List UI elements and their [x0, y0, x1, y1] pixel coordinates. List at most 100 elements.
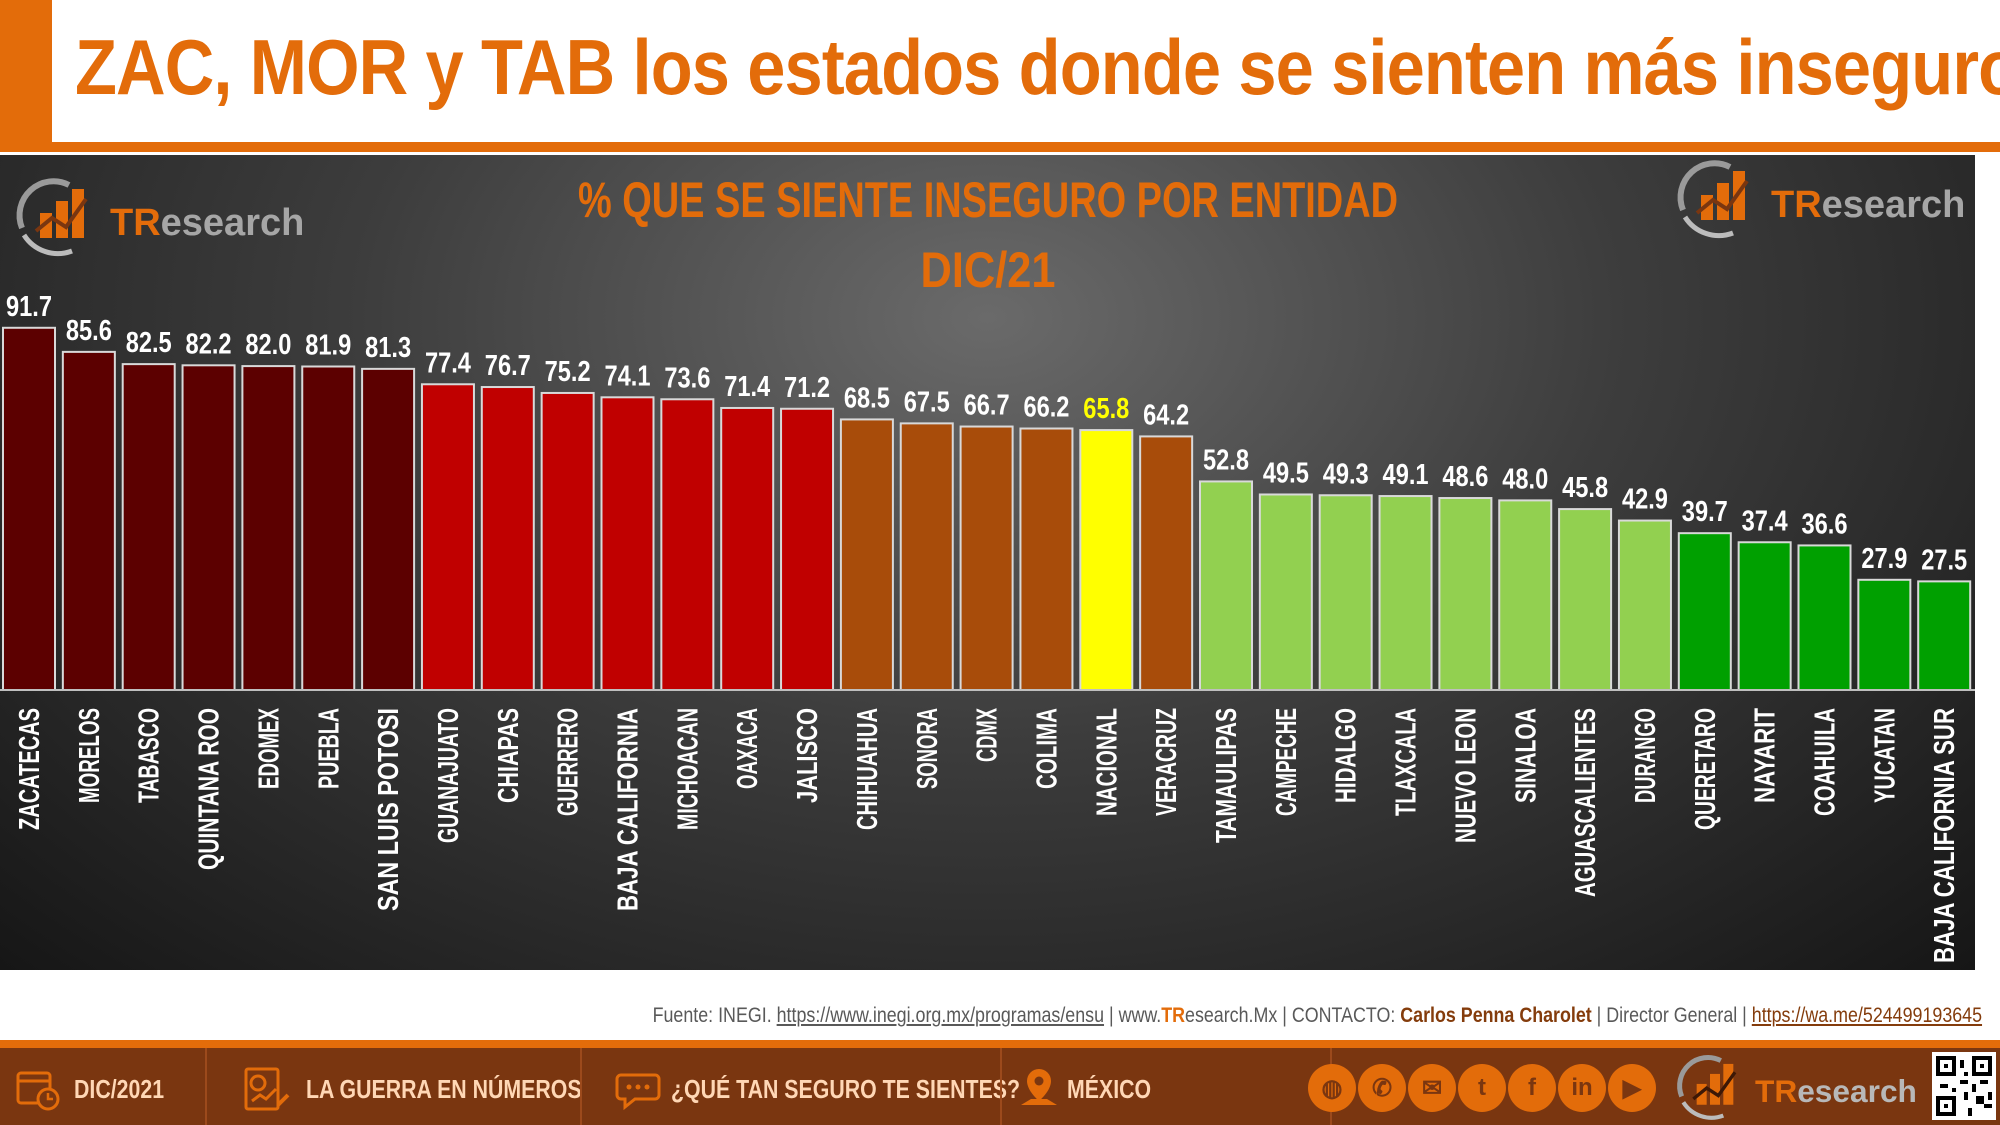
bar-value-label: 48.6	[1442, 461, 1488, 493]
footer-item-question: ¿QUÉ TAN SEGURO TE SIENTES?	[615, 1054, 1097, 1124]
category-label: OAXACA	[732, 708, 764, 789]
bar-value-label: 76.7	[485, 350, 531, 382]
bar	[480, 386, 535, 691]
bar-value-label: 85.6	[66, 315, 112, 347]
chart-subtitle: DIC/21	[921, 242, 1056, 298]
logo-rest-text: esearch	[161, 202, 305, 244]
header-bar	[0, 0, 2000, 150]
globe-icon[interactable]: ◍	[1308, 1064, 1356, 1112]
bar	[1857, 578, 1912, 692]
bar-value-label: 75.2	[545, 356, 591, 388]
footer-country-label: MÉXICO	[1067, 1073, 1152, 1104]
bar	[1438, 497, 1493, 691]
category-labels: ZACATECAS MORELOS TABASCO QUINTANA ROO EDOME…	[14, 708, 1961, 963]
category-label: MORELOS	[74, 708, 106, 803]
bar	[1199, 480, 1253, 691]
bar-value-label: 49.1	[1383, 459, 1429, 491]
bar-value-label: 91.7	[6, 291, 52, 323]
twitter-icon[interactable]: t	[1458, 1064, 1506, 1112]
whatsapp-link[interactable]: https://wa.me/524499193645	[1751, 1004, 1982, 1027]
bar-chart: % QUE SE SIENTE INSEGURO POR ENTIDAD DIC…	[0, 172, 1975, 963]
category-label: AGUASCALIENTES	[1570, 708, 1602, 897]
logo-rest-text: esearch	[1822, 184, 1966, 226]
bar-value-label: 67.5	[904, 386, 950, 418]
source-line: Fuente: INEGI. https://www.inegi.org.mx/…	[653, 1004, 1982, 1028]
contact-label: CONTACTO:	[1291, 1004, 1401, 1027]
bar-value-label: 71.2	[784, 372, 830, 404]
footer-top-stripe	[0, 1040, 2000, 1048]
category-label: NUEVO LEON	[1450, 708, 1482, 843]
bar	[1797, 544, 1852, 691]
bar-value-label: 82.0	[245, 329, 291, 361]
bar-value-label: 27.9	[1861, 543, 1907, 575]
bar-value-label: 39.7	[1682, 496, 1728, 528]
bar-value-label: 77.4	[425, 347, 471, 379]
speech-bubble-icon	[615, 1073, 661, 1111]
footer-item-series: LA GUERRA EN NÚMEROS	[242, 1054, 642, 1124]
facebook-icon[interactable]: f	[1508, 1064, 1556, 1112]
category-label: NACIONAL	[1091, 708, 1123, 816]
footer-series-label: LA GUERRA EN NÚMEROS	[306, 1073, 582, 1104]
bar	[1498, 499, 1553, 691]
category-label: CAMPECHE	[1271, 708, 1303, 816]
category-label: JALISCO	[792, 708, 824, 803]
bar-value-label: 42.9	[1622, 484, 1668, 516]
category-label: EDOMEX	[253, 708, 285, 789]
bar	[420, 383, 475, 692]
bar	[1139, 435, 1194, 691]
bar-value-label: 45.8	[1562, 472, 1608, 504]
category-label: BAJA CALIFORNIA	[613, 708, 645, 911]
category-label: GUANAJUATO	[433, 708, 465, 843]
bar-value-label: 74.1	[605, 360, 651, 392]
footer-divider	[580, 1048, 582, 1125]
category-label: DURANGO	[1630, 708, 1662, 803]
bar-value-label: 71.4	[724, 371, 770, 403]
tresearch-logo-right: TResearch	[1677, 160, 1965, 239]
bar	[600, 396, 655, 691]
category-label: BAJA CALIFORNIA SUR	[1929, 708, 1961, 963]
bar	[361, 367, 416, 692]
qr-code[interactable]	[1932, 1052, 1996, 1120]
bar-value-label: 73.6	[664, 362, 710, 394]
bar	[1378, 495, 1433, 691]
bar-value-label: 65.8	[1083, 393, 1129, 425]
bar	[839, 418, 894, 691]
category-label: MICHOACAN	[672, 708, 704, 830]
tresearch-logo-footer: TResearch	[1677, 1054, 1917, 1120]
bar	[780, 407, 835, 691]
footer-question-label: ¿QUÉ TAN SEGURO TE SIENTES?	[671, 1073, 1021, 1104]
footer-item-country: MÉXICO	[1015, 1054, 1170, 1124]
bar-value-label: 64.2	[1143, 399, 1189, 431]
phone-icon[interactable]: ✆	[1358, 1064, 1406, 1112]
bar	[1677, 532, 1732, 691]
category-label: SINALOA	[1510, 708, 1542, 803]
bar	[959, 425, 1014, 691]
bar-value-label: 66.2	[1023, 392, 1069, 424]
category-label: CHIAPAS	[493, 708, 525, 803]
logo-rest-text: esearch	[1797, 1073, 1917, 1109]
bar-value-label: 48.0	[1502, 463, 1548, 495]
report-chart-icon	[244, 1067, 290, 1111]
chart-title: % QUE SE SIENTE INSEGURO POR ENTIDAD	[578, 172, 1398, 228]
calendar-icon	[16, 1071, 60, 1111]
page-headline: ZAC, MOR y TAB los estados donde se sien…	[75, 23, 2000, 111]
bar	[61, 350, 116, 691]
footer-date-label: DIC/2021	[74, 1073, 165, 1104]
svg-text:TResearch: TResearch	[110, 202, 304, 244]
svg-text:TResearch: TResearch	[1771, 184, 1965, 226]
category-label: CDMX	[972, 708, 1004, 762]
linkedin-icon[interactable]: in	[1558, 1064, 1606, 1112]
bar-value-label: 68.5	[844, 382, 890, 414]
source-prefix: Fuente: INEGI.	[652, 1004, 777, 1027]
category-label: GUERRERO	[553, 708, 585, 816]
bar	[1737, 541, 1792, 691]
map-pin-icon	[1021, 1069, 1057, 1105]
youtube-icon[interactable]: ▶	[1608, 1064, 1656, 1112]
footer-divider	[1000, 1048, 1002, 1125]
mail-icon[interactable]: ✉	[1408, 1064, 1456, 1112]
bar	[1617, 519, 1672, 692]
bar	[540, 391, 595, 692]
inegi-link[interactable]: https://www.inegi.org.mx/programas/ensu	[776, 1004, 1104, 1027]
bar	[1318, 494, 1373, 692]
bar	[1558, 508, 1613, 691]
